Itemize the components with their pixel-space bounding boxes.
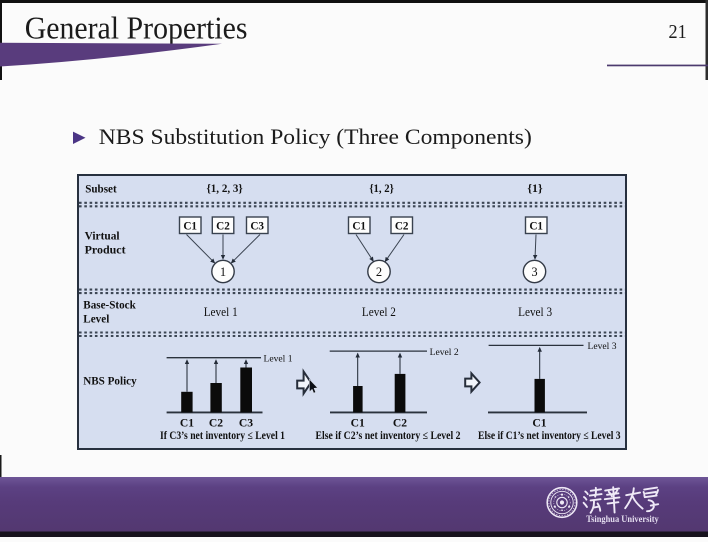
svg-text:Level 3: Level 3 [518,305,552,319]
svg-text:C3: C3 [239,417,253,430]
svg-text:C2: C2 [216,221,230,233]
svg-text:Subset: Subset [85,183,117,196]
svg-text:C1: C1 [352,221,366,233]
svg-text:C2: C2 [209,417,223,430]
svg-text:{1, 2, 3}: {1, 2, 3} [206,181,243,195]
svg-text:Level 2: Level 2 [430,347,459,358]
svg-text:{1}: {1} [527,181,543,195]
svg-text:Level 1: Level 1 [264,353,293,364]
svg-text:1: 1 [220,265,226,279]
svg-text:Base-Stock: Base-Stock [83,299,136,312]
svg-text:Tsinghua University: Tsinghua University [586,514,659,525]
svg-text:21: 21 [669,21,687,43]
svg-text:Level: Level [83,312,110,325]
svg-text:C1: C1 [351,417,365,430]
svg-text:C3: C3 [250,221,264,233]
svg-text:Else if C1’s net inventory ≤ L: Else if C1’s net inventory ≤ Level 3 [478,430,621,442]
svg-text:Level 2: Level 2 [362,305,396,319]
svg-text:C1: C1 [529,221,543,233]
svg-text:Level 1: Level 1 [204,305,238,319]
svg-text:NBS Policy: NBS Policy [83,375,137,388]
svg-text:C2: C2 [395,221,409,233]
svg-text:Else if C2’s net inventory ≤ L: Else if C2’s net inventory ≤ Level 2 [316,430,461,442]
svg-text:NBS Substitution Policy (Three: NBS Substitution Policy (Three Component… [99,124,532,149]
svg-text:3: 3 [531,265,537,279]
svg-text:General Properties: General Properties [25,9,248,45]
svg-text:Level 3: Level 3 [588,341,617,352]
svg-text:C2: C2 [393,417,407,430]
svg-text:C1: C1 [183,221,197,233]
svg-text:C1: C1 [532,417,546,430]
svg-text:2: 2 [376,265,382,279]
svg-text:If C3’s net inventory ≤ Level: If C3’s net inventory ≤ Level 1 [160,430,285,442]
svg-text:Virtual: Virtual [85,229,121,242]
svg-text:C1: C1 [180,417,194,430]
svg-text:Product: Product [85,244,126,257]
svg-text:{1, 2}: {1, 2} [369,181,394,195]
